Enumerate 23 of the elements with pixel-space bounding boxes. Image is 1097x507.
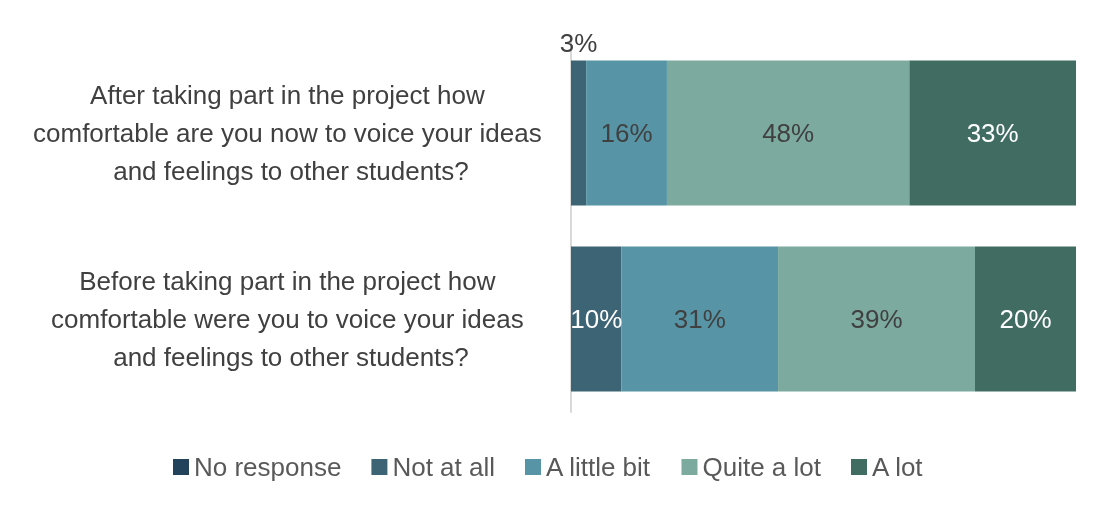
legend-label: Not at all xyxy=(392,452,496,482)
data-label: 33% xyxy=(966,118,1019,148)
legend-label: A little bit xyxy=(546,452,651,482)
data-label: 20% xyxy=(999,304,1052,334)
y-tick-label: After taking part in the project how comfortable are you now to voice your ideas and feelings to other students? xyxy=(33,80,549,186)
legend-label: No response xyxy=(193,452,342,482)
legend-label: Quite a lot xyxy=(702,452,822,482)
data-label: 10% xyxy=(570,304,623,334)
legend-label: A lot xyxy=(872,452,924,482)
bar xyxy=(571,60,587,206)
bar xyxy=(621,246,779,392)
bar xyxy=(586,60,667,206)
bar xyxy=(909,60,1076,206)
data-label: 48% xyxy=(762,118,815,148)
data-label: 31% xyxy=(673,304,726,334)
data-label: 39% xyxy=(850,304,903,334)
bar xyxy=(571,246,622,392)
y-tick-label: Before taking part in the project how comfortable were you to voice your ideas and feelings to other students? xyxy=(51,266,531,372)
bar xyxy=(666,60,910,206)
bar xyxy=(778,246,975,392)
bar xyxy=(975,246,1076,392)
data-label: 3% xyxy=(559,27,598,58)
data-label: 16% xyxy=(600,118,653,148)
